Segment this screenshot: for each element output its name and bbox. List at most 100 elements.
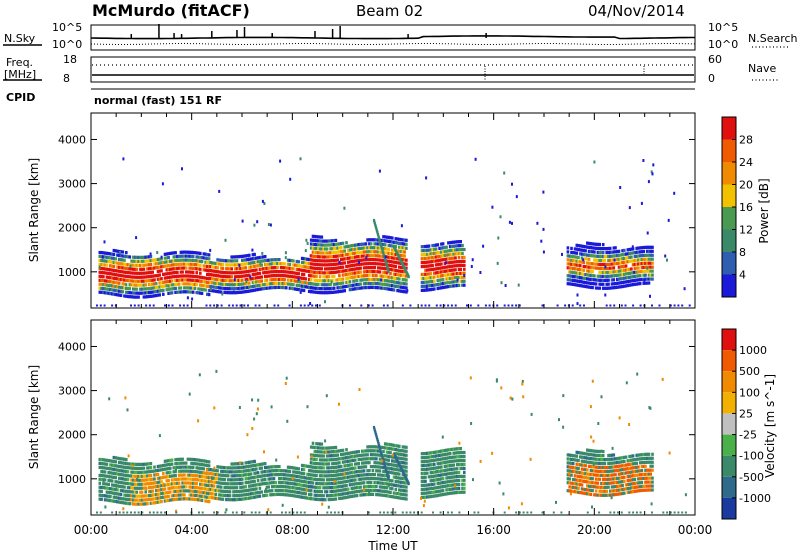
power-cell [318,251,322,255]
power-cell [591,250,594,254]
velocity-cell [260,474,263,478]
power-cell [373,238,376,242]
velocity-cell [389,494,392,498]
power-cell [327,291,331,295]
power-cell [226,267,230,271]
velocity-cell [153,485,156,489]
power-cell [331,274,334,279]
velocity-cell [375,489,378,493]
power-cell [170,251,174,255]
power-scatter-cell [135,236,138,240]
velocity-cell [331,485,334,490]
power-cell [98,278,102,282]
velocity-cell [212,496,216,500]
power-cell [575,271,579,275]
velocity-cell [329,450,332,454]
velocity-cell [401,445,405,449]
power-cell [345,272,348,277]
power-cell [405,258,408,262]
power-cell [420,276,424,281]
power-cell [605,254,608,259]
power-cell [359,270,362,274]
power-ground-cell [681,304,684,307]
velocity-cell [251,484,255,488]
power-cell [313,246,317,251]
power-cell [285,286,288,290]
velocity-cell [177,477,181,481]
power-cell [587,245,591,249]
velocity-cell [318,458,322,462]
power-cell [373,285,376,290]
power-cell [149,278,153,282]
power-cell [448,253,452,257]
power-cell [195,275,198,279]
power-scatter-cell [445,261,447,265]
power-cell [290,267,293,271]
power-cell [311,290,315,294]
velocity-cell [170,478,174,482]
velocity-cell [209,472,212,476]
velocity-cell [105,490,109,494]
power-cell [582,276,586,280]
velocity-cell [343,484,346,488]
power-cell [383,251,387,255]
velocity-cell [376,489,380,493]
velocity-cell [139,478,142,482]
power-cell [156,277,160,281]
velocity-cell [270,481,274,485]
power-cell [396,285,399,289]
power-cell [181,266,184,270]
power-cell [361,286,364,290]
velocity-cell [457,455,461,459]
power-cell [612,278,616,282]
power-cell [202,256,206,260]
power-cell [244,286,248,290]
power-cell [218,282,221,286]
power-cell [571,282,575,286]
velocity-cell [167,486,170,491]
velocity-cell [300,491,304,495]
power-cell [424,280,427,284]
velocity-cell [267,485,270,489]
velocity-cell [199,498,202,502]
power-cell [433,287,436,291]
velocity-cell [270,493,274,497]
velocity-cell [368,469,371,473]
power-cell [392,252,396,256]
velocity-cell [119,481,123,485]
velocity-cell [154,496,158,501]
power-cell [610,266,614,270]
power-cell [242,274,246,278]
velocity-cell [142,470,146,474]
power-cell [135,275,139,279]
power-cell [306,257,309,261]
power-cell [331,255,334,259]
power-cell [219,274,223,278]
power-cell [235,263,239,267]
power-cell [422,260,425,265]
velocity-cell [249,468,253,472]
velocity-cell [420,468,424,472]
velocity-cell [237,497,241,501]
velocity-cell [355,490,359,494]
power-cell [311,274,315,278]
power-cell [207,261,211,265]
velocity-cell [355,462,359,466]
power-cell [241,274,244,278]
velocity-cell [295,490,299,494]
power-cell [190,282,193,286]
velocity-cell [378,457,382,461]
velocity-cell [309,493,313,497]
velocity-cell [448,491,452,495]
power-cell [373,242,376,246]
velocity-cell [457,470,461,475]
velocity-cell [100,497,103,501]
velocity-cell [332,461,336,466]
power-cell [354,279,357,283]
velocity-cell [288,473,292,477]
velocity-cell [392,459,396,463]
power-cell [177,290,181,294]
power-cell [140,275,144,279]
velocity-cell [376,445,380,449]
velocity-cell [299,475,302,479]
